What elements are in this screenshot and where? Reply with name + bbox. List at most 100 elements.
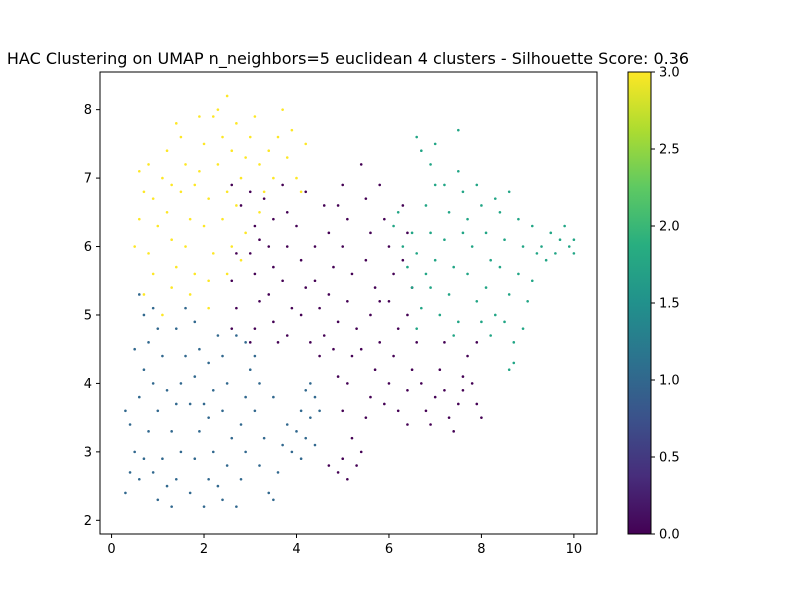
- data-point-cluster-3: [170, 286, 173, 289]
- data-point-cluster-1: [161, 354, 164, 358]
- data-point-cluster-3: [248, 135, 252, 139]
- data-point-cluster-0: [406, 388, 409, 392]
- data-point-cluster-3: [207, 279, 210, 283]
- data-point-cluster-1: [304, 436, 308, 440]
- data-point-cluster-1: [313, 395, 317, 399]
- data-point-cluster-0: [258, 299, 261, 303]
- data-point-cluster-3: [147, 163, 150, 166]
- data-point-cluster-2: [447, 211, 451, 214]
- data-point-cluster-2: [415, 252, 418, 255]
- data-point-cluster-1: [285, 423, 289, 426]
- data-point-cluster-0: [341, 183, 345, 187]
- data-point-cluster-1: [225, 382, 229, 385]
- data-point-cluster-3: [211, 252, 215, 255]
- data-point-cluster-2: [424, 272, 428, 276]
- data-point-cluster-0: [272, 320, 275, 324]
- data-point-cluster-1: [184, 306, 187, 310]
- data-point-cluster-3: [225, 272, 229, 276]
- data-point-cluster-2: [480, 320, 483, 324]
- data-point-cluster-3: [165, 211, 169, 214]
- data-point-cluster-0: [355, 464, 358, 467]
- data-point-cluster-0: [304, 190, 308, 194]
- data-point-cluster-1: [207, 416, 210, 419]
- data-point-cluster-0: [369, 313, 372, 317]
- data-point-cluster-2: [466, 217, 469, 221]
- data-point-cluster-2: [517, 272, 520, 276]
- data-point-cluster-0: [378, 341, 382, 344]
- data-point-cluster-2: [424, 204, 428, 207]
- data-point-cluster-0: [406, 423, 409, 426]
- data-point-cluster-1: [253, 409, 257, 413]
- data-point-cluster-3: [156, 224, 160, 228]
- data-point-cluster-1: [276, 471, 280, 474]
- data-point-cluster-3: [193, 272, 197, 276]
- data-point-cluster-0: [387, 299, 391, 303]
- data-point-cluster-2: [457, 128, 460, 132]
- data-point-cluster-1: [124, 409, 127, 413]
- data-point-cluster-3: [165, 149, 169, 153]
- data-point-cluster-0: [276, 341, 280, 344]
- data-point-cluster-2: [429, 231, 432, 235]
- data-point-cluster-1: [156, 327, 160, 330]
- data-point-cluster-0: [336, 204, 340, 207]
- data-point-cluster-2: [503, 238, 506, 241]
- data-point-cluster-0: [313, 279, 317, 283]
- data-point-cluster-0: [285, 211, 289, 214]
- data-point-cluster-3: [188, 217, 192, 221]
- data-point-cluster-0: [461, 388, 465, 392]
- data-point-cluster-0: [383, 402, 386, 406]
- data-point-cluster-2: [480, 204, 483, 207]
- data-point-cluster-3: [272, 176, 275, 180]
- data-point-cluster-1: [225, 464, 229, 467]
- data-point-cluster-2: [457, 169, 460, 173]
- data-point-cluster-0: [290, 306, 294, 310]
- data-point-cluster-0: [230, 279, 234, 283]
- data-point-cluster-0: [346, 382, 349, 385]
- data-point-cluster-3: [281, 108, 284, 111]
- data-point-cluster-1: [142, 457, 146, 461]
- data-point-cluster-2: [461, 231, 465, 235]
- data-point-cluster-0: [438, 368, 442, 372]
- data-point-cluster-3: [276, 135, 280, 139]
- data-point-cluster-0: [420, 382, 423, 385]
- data-point-cluster-3: [221, 217, 224, 221]
- data-point-cluster-1: [262, 436, 266, 440]
- data-point-cluster-0: [253, 272, 257, 276]
- data-point-cluster-2: [521, 327, 525, 330]
- data-point-cluster-0: [387, 245, 391, 248]
- data-point-cluster-2: [392, 224, 395, 228]
- data-point-cluster-0: [304, 286, 308, 289]
- data-point-cluster-0: [272, 217, 275, 221]
- data-point-cluster-1: [161, 457, 164, 461]
- data-point-cluster-3: [235, 204, 238, 207]
- data-point-cluster-0: [341, 245, 345, 248]
- data-point-cluster-1: [174, 402, 178, 406]
- data-point-cluster-2: [507, 190, 511, 194]
- data-point-cluster-2: [507, 368, 511, 372]
- data-point-cluster-0: [253, 327, 257, 330]
- data-point-cluster-0: [248, 252, 252, 255]
- colorbar-tick-label: 1.0: [659, 374, 680, 389]
- data-point-cluster-0: [332, 347, 335, 351]
- y-tick-label: 3: [84, 445, 92, 460]
- data-point-cluster-0: [433, 395, 437, 399]
- data-point-cluster-1: [170, 505, 173, 508]
- data-point-cluster-2: [447, 293, 451, 296]
- data-point-cluster-1: [156, 409, 160, 413]
- data-point-cluster-0: [387, 382, 391, 385]
- data-point-cluster-2: [554, 252, 557, 255]
- data-point-cluster-0: [392, 272, 395, 276]
- data-point-cluster-3: [285, 156, 289, 159]
- data-point-cluster-1: [193, 375, 197, 378]
- data-point-cluster-2: [438, 313, 442, 317]
- data-point-cluster-1: [221, 498, 224, 502]
- data-point-cluster-3: [151, 197, 155, 200]
- data-point-cluster-3: [230, 245, 234, 248]
- data-point-cluster-0: [336, 471, 340, 474]
- data-point-cluster-1: [309, 416, 312, 419]
- data-point-cluster-2: [530, 224, 534, 228]
- data-point-cluster-2: [443, 183, 446, 187]
- y-tick-label: 5: [84, 308, 92, 323]
- data-point-cluster-2: [475, 183, 479, 187]
- data-point-cluster-2: [443, 238, 446, 241]
